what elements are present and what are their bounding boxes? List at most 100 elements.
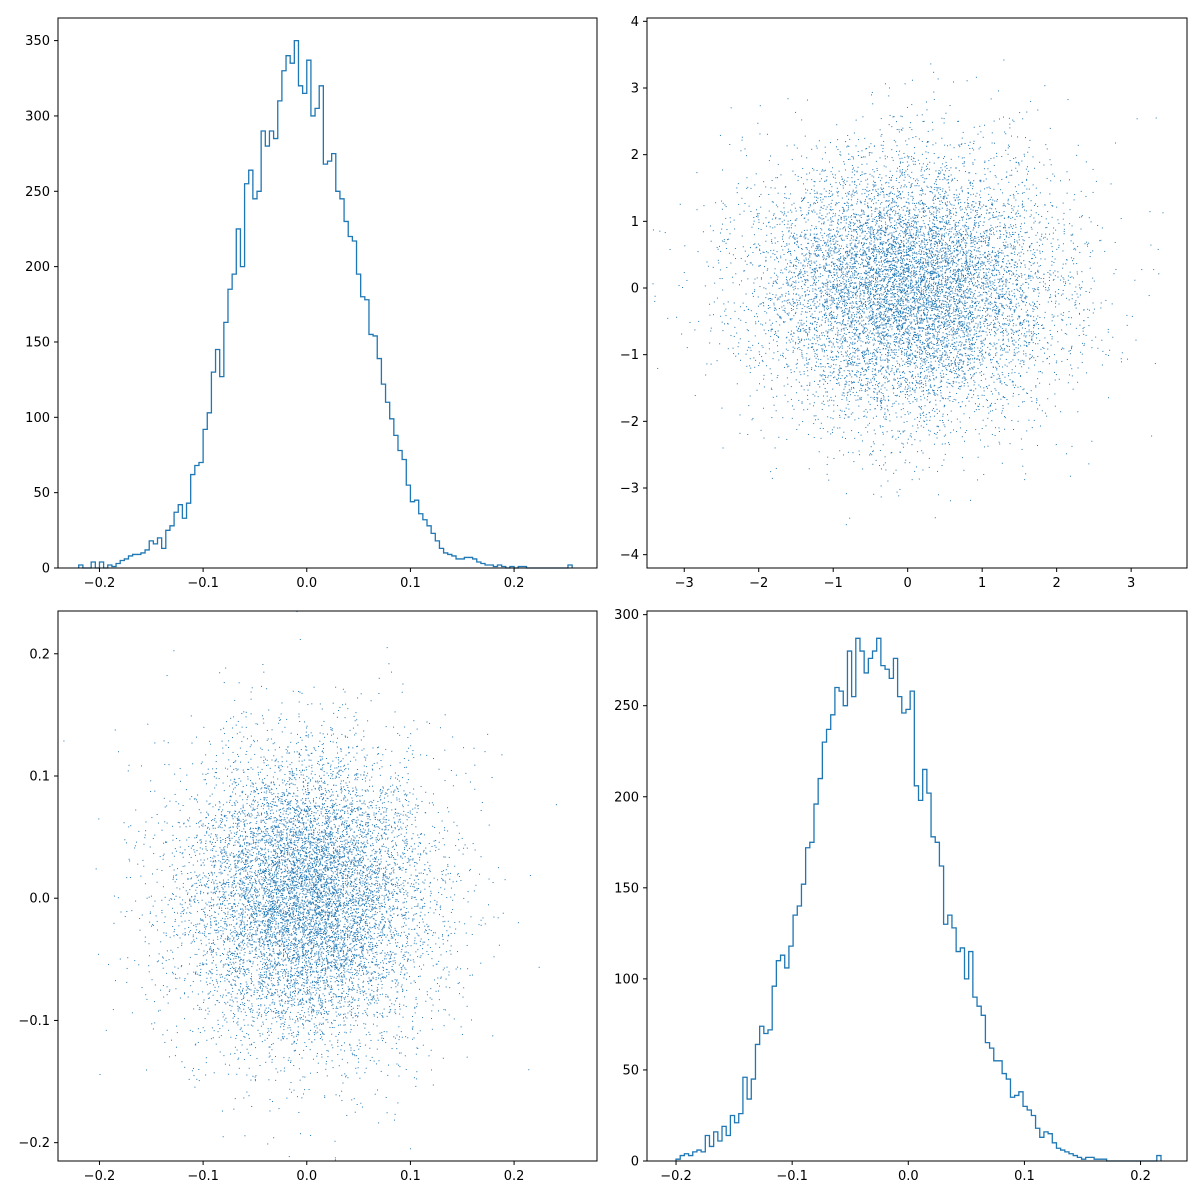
scatter-point (975, 215, 977, 217)
scatter-point (898, 273, 900, 275)
scatter-point (891, 293, 893, 295)
scatter-point (857, 306, 859, 308)
scatter-point (1018, 315, 1020, 317)
scatter-point (894, 220, 896, 222)
scatter-point (911, 314, 913, 316)
scatter-point (999, 302, 1001, 304)
scatter-point (1028, 329, 1030, 331)
scatter-point (1037, 378, 1039, 380)
scatter-point (945, 374, 947, 376)
scatter-point (999, 289, 1001, 291)
scatter-point (921, 382, 923, 384)
scatter-point (902, 273, 904, 275)
scatter-point (793, 315, 795, 317)
scatter-point (950, 421, 952, 423)
scatter-point (804, 329, 806, 331)
scatter-point (808, 294, 810, 296)
scatter-point (849, 276, 851, 278)
scatter-point (853, 223, 855, 225)
scatter-point (837, 350, 839, 352)
scatter-point (913, 257, 915, 259)
scatter-point (833, 252, 835, 254)
scatter-point (901, 325, 903, 327)
scatter-point (983, 276, 985, 278)
scatter-point (911, 444, 913, 446)
scatter-point (880, 288, 882, 290)
scatter-point (937, 425, 939, 427)
scatter-point (853, 348, 855, 350)
scatter-point (1027, 393, 1029, 395)
scatter-point (991, 296, 993, 298)
scatter-point (809, 172, 811, 174)
scatter-point (998, 427, 1000, 429)
scatter-point (930, 354, 932, 356)
scatter-point (923, 426, 925, 428)
scatter-point (991, 286, 993, 288)
scatter-point (808, 338, 810, 340)
scatter-point (945, 220, 947, 222)
scatter-point (838, 223, 840, 225)
scatter-point (994, 435, 996, 437)
scatter-point (899, 274, 901, 276)
scatter-point (739, 338, 741, 340)
scatter-point (830, 236, 832, 238)
scatter-point (875, 317, 877, 319)
scatter-point (807, 286, 809, 288)
scatter-point (925, 258, 927, 260)
scatter-point (1004, 364, 1006, 366)
scatter-point (957, 301, 959, 303)
scatter-point (710, 330, 712, 332)
scatter-point (891, 289, 893, 291)
scatter-point (868, 366, 870, 368)
scatter-point (958, 318, 960, 320)
scatter-point (919, 372, 921, 374)
scatter-point (1002, 374, 1004, 376)
scatter-point (894, 317, 896, 319)
scatter-point (962, 280, 964, 282)
scatter-point (866, 227, 868, 229)
scatter-point (808, 210, 810, 212)
scatter-point (884, 342, 886, 344)
scatter-point (978, 272, 980, 274)
scatter-point (936, 335, 938, 337)
scatter-point (845, 524, 847, 526)
scatter-point (810, 304, 812, 306)
scatter-point (965, 316, 967, 318)
scatter-point (968, 179, 970, 181)
scatter-point (954, 363, 956, 365)
scatter-point (955, 250, 957, 252)
scatter-point (898, 329, 900, 331)
scatter-point (861, 226, 863, 228)
scatter-point (1031, 427, 1033, 429)
scatter-point (854, 292, 856, 294)
scatter-point (866, 147, 868, 149)
scatter-point (837, 335, 839, 337)
scatter-point (877, 384, 878, 386)
scatter-point (735, 258, 737, 260)
scatter-point (845, 141, 847, 143)
scatter-point (849, 239, 851, 241)
scatter-point (1036, 399, 1038, 401)
scatter-point (839, 340, 841, 342)
scatter-point (755, 321, 757, 323)
scatter-point (858, 240, 860, 242)
scatter-point (983, 308, 985, 310)
scatter-point (932, 333, 934, 334)
scatter-point (989, 301, 991, 303)
scatter-point (1028, 419, 1030, 421)
scatter-point (949, 189, 951, 191)
scatter-point (862, 368, 864, 370)
scatter-point (770, 373, 772, 375)
scatter-point (950, 247, 951, 249)
scatter-point (994, 326, 996, 328)
scatter-point (956, 197, 958, 199)
scatter-point (927, 269, 929, 271)
scatter-point (886, 355, 888, 357)
scatter-point (1010, 300, 1012, 302)
scatter-point (913, 147, 915, 149)
scatter-point (797, 304, 799, 306)
scatter-point (886, 359, 888, 361)
scatter-point (1092, 277, 1094, 279)
scatter-point (837, 265, 839, 267)
scatter-point (917, 373, 919, 375)
